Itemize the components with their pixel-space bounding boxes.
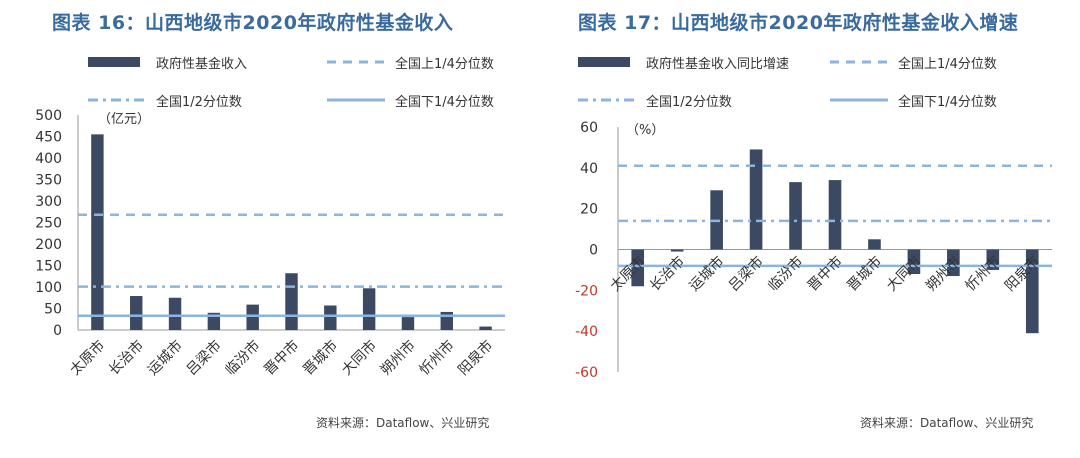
legend-label-upper: 全国上1/4分位数 (395, 56, 494, 72)
bar (401, 317, 415, 330)
x-tick-label: 忻州市 (962, 253, 1004, 295)
bar (749, 149, 763, 250)
y-tick-label: 350 (35, 173, 62, 189)
y-tick-label: 0 (589, 243, 598, 259)
x-tick-label: 吕梁市 (183, 337, 225, 379)
x-tick-label: 运城市 (686, 253, 728, 295)
bar (130, 296, 143, 330)
y-unit-label: （%） (626, 123, 664, 138)
x-tick-label: 长治市 (646, 253, 688, 295)
legend-label-median: 全国1/2分位数 (156, 94, 242, 110)
legend-dashdot-swatch (88, 98, 146, 102)
bar (207, 312, 221, 330)
x-tick-label: 临汾市 (222, 337, 264, 379)
x-tick-label: 晋中市 (804, 253, 846, 295)
legend-item-median: 全国1/2分位数 (578, 90, 732, 110)
bar (285, 273, 298, 330)
bar (246, 304, 259, 330)
legend-solid-swatch (327, 98, 385, 102)
legend-label-upper: 全国上1/4分位数 (898, 56, 997, 72)
bar (479, 326, 492, 330)
legend-item-bar: 政府性基金收入同比增速 (578, 52, 789, 72)
y-tick-label: 0 (53, 323, 62, 339)
y-tick-label: 450 (35, 130, 62, 146)
x-tick-label: 忻州市 (416, 337, 458, 379)
bar (324, 305, 337, 330)
bar (907, 249, 921, 274)
legend-item-upper: 全国上1/4分位数 (830, 52, 997, 72)
x-tick-label: 临汾市 (765, 253, 807, 295)
y-tick-label: -40 (575, 324, 598, 340)
y-unit-label: （亿元） (98, 112, 150, 127)
source-note: 资料来源：Dataflow、兴业研究 (316, 416, 490, 430)
y-tick-label: 150 (35, 259, 62, 275)
legend-label-lower: 全国下1/4分位数 (898, 94, 997, 110)
x-tick-label: 吕梁市 (725, 253, 767, 295)
legend-solid-swatch (830, 98, 888, 102)
legend-dashed-swatch (830, 60, 888, 64)
bar (828, 180, 842, 250)
y-tick-label: 60 (580, 120, 598, 136)
bar (789, 182, 802, 250)
chart-title: 图表 17：山西地级市2020年政府性基金收入增速 (578, 12, 1019, 34)
x-tick-label: 晋城市 (844, 253, 886, 295)
legend-dashdot-swatch (578, 98, 636, 102)
y-tick-label: 100 (35, 280, 62, 296)
x-tick-label: 大同市 (338, 337, 380, 379)
y-tick-label: 200 (35, 237, 62, 253)
legend: 政府性基金收入 全国上1/4分位数 全国1/2分位数 全国下1/4分位数 (0, 0, 540, 120)
legend-label-lower: 全国下1/4分位数 (395, 94, 494, 110)
chart-panel-left: 图表 16：山西地级市2020年政府性基金收入 政府性基金收入 全国上1/4分位… (0, 0, 540, 430)
bar (631, 249, 645, 287)
x-tick-label: 晋中市 (261, 337, 303, 379)
y-tick-label: 400 (35, 151, 62, 167)
plot-area-left: 0 50 100 150 200 250 300 350 400 450 500 （亿元） 太原市长治市… (35, 108, 505, 379)
legend-item-median: 全国1/2分位数 (88, 90, 242, 110)
source-note: 资料来源：Dataflow、兴业研究 (860, 416, 1034, 430)
legend: 政府性基金收入同比增速 全国上1/4分位数 全国1/2分位数 全国下1/4分位数 (540, 0, 1080, 120)
legend-bar-swatch (578, 57, 630, 67)
bar (168, 297, 182, 330)
chart-title: 图表 16：山西地级市2020年政府性基金收入 (52, 12, 454, 34)
y-tick-label: 500 (35, 108, 62, 124)
legend-bar-swatch (88, 57, 140, 67)
y-tick-label: -20 (575, 283, 598, 299)
bar (1025, 249, 1039, 334)
y-tick-label: -60 (575, 365, 598, 381)
y-tick-label: 40 (580, 161, 598, 177)
bar (868, 239, 881, 250)
legend-item-lower: 全国下1/4分位数 (327, 90, 494, 110)
bar (91, 134, 104, 330)
x-tick-label: 阳泉市 (455, 337, 497, 379)
x-tick-label: 长治市 (105, 337, 147, 379)
x-tick-label: 晋城市 (299, 337, 341, 379)
bar (947, 249, 960, 277)
x-tick-label: 太原市 (67, 337, 109, 379)
legend-label-bar: 政府性基金收入 (156, 56, 248, 72)
y-tick-label: 300 (35, 194, 62, 210)
legend-item-lower: 全国下1/4分位数 (830, 90, 997, 110)
y-tick-label: 250 (35, 216, 62, 232)
bar (362, 288, 376, 330)
legend-item-upper: 全国上1/4分位数 (327, 52, 494, 72)
legend-label-median: 全国1/2分位数 (646, 94, 732, 110)
y-tick-label: 50 (44, 302, 62, 318)
y-tick-label: 20 (580, 202, 598, 218)
x-tick-label: 运城市 (144, 337, 186, 379)
x-tick-label: 朔州市 (377, 337, 419, 379)
legend-label-bar: 政府性基金收入同比增速 (646, 56, 790, 72)
legend-dashed-swatch (327, 60, 385, 64)
bar (670, 249, 684, 252)
chart-panel-right: 图表 17：山西地级市2020年政府性基金收入增速 政府性基金收入同比增速 全国… (540, 0, 1080, 458)
legend-item-bar: 政府性基金收入 (88, 52, 247, 72)
